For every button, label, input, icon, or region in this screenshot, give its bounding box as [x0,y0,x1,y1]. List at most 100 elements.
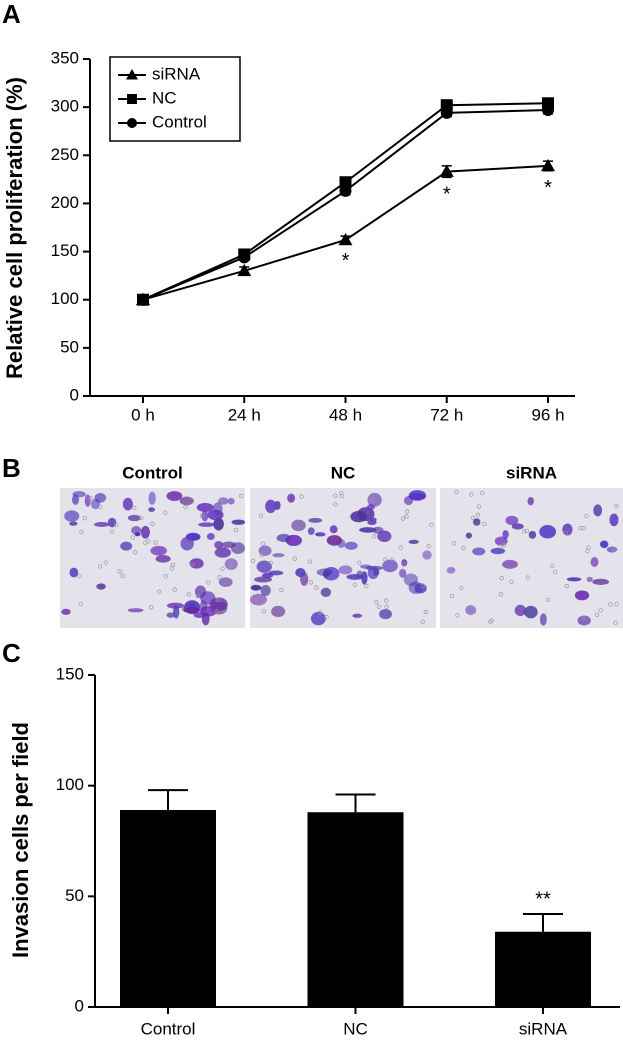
cell [130,526,142,535]
pore [186,592,192,597]
y-tick-label: 350 [51,48,79,67]
pore [499,576,504,581]
cell [316,568,333,576]
pore [509,579,514,584]
pore [482,521,487,527]
cell [502,529,509,539]
pore [258,513,264,518]
cell [140,525,150,539]
x-tick-label: 96 h [531,405,564,424]
pore [384,598,389,603]
bar [495,931,591,1007]
cell [307,527,315,535]
cell [260,585,271,597]
y-tick-label: 150 [56,664,84,683]
pore [117,569,122,574]
pore [480,490,485,496]
pore [172,587,177,592]
pore [157,589,162,594]
marker [136,292,150,305]
pore [132,505,137,510]
pore [78,601,83,606]
cell [213,517,224,531]
cell [382,559,398,573]
pore [98,504,103,510]
y-tick-label: 300 [51,97,79,116]
cell [422,550,432,560]
pore [377,604,382,609]
pore [553,570,558,575]
cell [528,530,537,539]
cell [314,532,326,537]
pore [217,575,222,580]
pore [383,557,388,562]
cell [408,539,419,545]
cell [472,547,486,556]
pore [146,539,151,544]
cell [64,510,80,522]
marker [126,69,138,80]
cell [593,504,603,517]
x-tick-label: 0 h [131,405,155,424]
cell [258,545,272,556]
cell [231,519,246,525]
cell [577,615,591,626]
marker [338,233,353,246]
cell [379,608,392,620]
cell [250,584,262,591]
image-title: Control [122,463,182,482]
pore [339,493,345,499]
pore [498,544,503,549]
pore [461,545,466,551]
pore [613,620,618,625]
cell [320,587,332,598]
y-tick-label: 50 [60,337,79,356]
marker [127,94,137,104]
marker [541,158,555,172]
pore [120,573,125,579]
cell [527,497,534,506]
pore [455,613,460,618]
pore [469,492,474,497]
y-tick-label: 100 [56,775,84,794]
pore [364,584,369,589]
cell [150,545,167,556]
error-bar [335,793,376,813]
micrograph [60,488,246,628]
pore [195,594,201,599]
pore [308,580,314,585]
cell [329,525,338,534]
pore [563,530,568,536]
pore [581,615,587,621]
bar [307,812,404,1007]
marker [237,263,252,277]
pore [317,610,323,615]
pore [214,609,219,614]
cell [127,514,141,522]
cell [505,515,519,526]
cell [166,612,175,618]
y-axis-label: Relative cell proliferation (%) [2,77,27,379]
pore [114,522,119,528]
pore [292,556,297,561]
cell [206,533,215,541]
pore [404,509,410,514]
y-tick-label: 0 [75,996,84,1015]
cell [201,612,210,626]
cell [198,522,216,527]
cell [196,502,214,512]
pore [423,609,428,615]
cell [511,523,524,530]
pore [206,580,211,585]
cell [295,567,306,578]
pore [190,562,195,567]
pore [259,552,264,558]
marker [439,164,454,177]
panel-label: B [2,453,21,483]
cell [592,578,610,585]
cell [227,497,235,505]
cell [71,494,80,505]
pore [578,525,583,531]
marker [339,176,352,189]
legend-label: NC [152,88,177,107]
